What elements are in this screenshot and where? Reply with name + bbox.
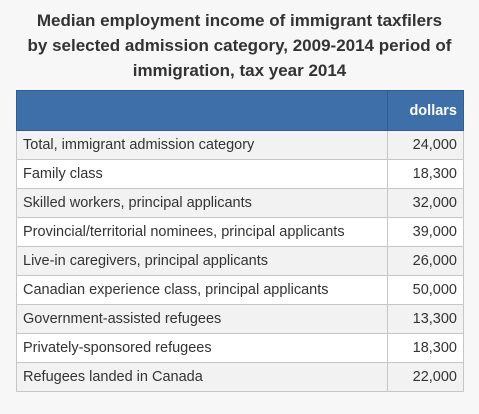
table-row: Canadian experience class, principal app… — [16, 275, 464, 305]
row-category-label: Privately-sponsored refugees — [16, 333, 388, 363]
data-table: dollars Total, immigrant admission categ… — [16, 90, 464, 392]
row-category-label: Family class — [16, 159, 388, 189]
header-dollars: dollars — [387, 90, 464, 131]
table-row: Live-in caregivers, principal applicants… — [16, 246, 464, 276]
row-value: 26,000 — [387, 246, 464, 276]
row-category-label: Canadian experience class, principal app… — [16, 275, 388, 305]
table-row: Family class 18,300 — [16, 159, 464, 189]
row-value: 39,000 — [387, 217, 464, 247]
header-category — [16, 90, 388, 131]
table-row: Refugees landed in Canada 22,000 — [16, 362, 464, 392]
row-value: 24,000 — [387, 130, 464, 160]
table-body: Total, immigrant admission category 24,00… — [16, 130, 464, 392]
table-row: Total, immigrant admission category 24,00… — [16, 130, 464, 160]
row-value: 22,000 — [387, 362, 464, 392]
row-value: 13,300 — [387, 304, 464, 334]
row-category-label: Government-assisted refugees — [16, 304, 388, 334]
table-row: Provincial/territorial nominees, princip… — [16, 217, 464, 247]
header-row: dollars — [16, 90, 464, 131]
title-line-1: Median employment income of immigrant ta… — [36, 11, 443, 30]
table-row: Government-assisted refugees 13,300 — [16, 304, 464, 334]
chart-title: Median employment income of immigrant ta… — [0, 8, 479, 83]
table-row: Privately-sponsored refugees 18,300 — [16, 333, 464, 363]
row-value: 32,000 — [387, 188, 464, 218]
row-value: 50,000 — [387, 275, 464, 305]
row-category-label: Provincial/territorial nominees, princip… — [16, 217, 388, 247]
row-category-label: Live-in caregivers, principal applicants — [16, 246, 388, 276]
title-line-3: immigration, tax year 2014 — [132, 61, 347, 80]
row-category-label: Skilled workers, principal applicants — [16, 188, 388, 218]
table-row: Skilled workers, principal applicants 32,… — [16, 188, 464, 218]
row-category-label: Total, immigrant admission category — [16, 130, 388, 160]
title-line-2: by selected admission category, 2009-201… — [27, 36, 452, 55]
row-category-label: Refugees landed in Canada — [16, 362, 388, 392]
row-value: 18,300 — [387, 159, 464, 189]
row-value: 18,300 — [387, 333, 464, 363]
